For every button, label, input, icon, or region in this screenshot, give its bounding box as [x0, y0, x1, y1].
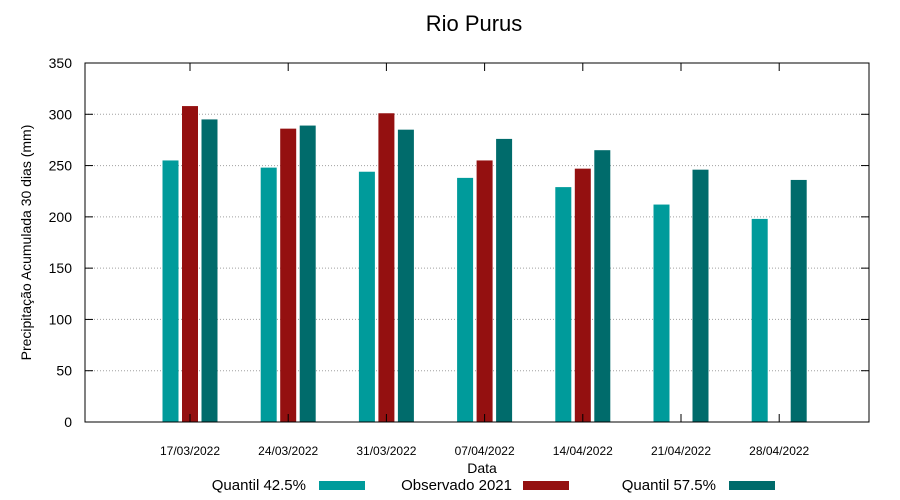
y-tick-label: 200	[49, 209, 73, 225]
x-tick-label: 17/03/2022	[160, 444, 220, 458]
bar	[358, 171, 375, 422]
legend-swatch	[523, 481, 569, 490]
y-axis-label: Precipitação Acumulada 30 dias (mm)	[18, 125, 34, 361]
x-tick-label: 14/04/2022	[553, 444, 613, 458]
y-tick-label: 50	[56, 363, 72, 379]
legend-label: Observado 2021	[401, 477, 512, 494]
bar	[457, 177, 474, 422]
bar	[280, 128, 297, 422]
bar	[397, 129, 414, 422]
x-tick-label: 21/04/2022	[651, 444, 711, 458]
legend-swatch	[729, 481, 775, 490]
bar	[496, 138, 513, 422]
bar	[182, 106, 198, 422]
y-tick-label: 150	[49, 260, 73, 276]
bar	[299, 125, 316, 422]
x-tick-label: 28/04/2022	[749, 444, 809, 458]
bar	[476, 160, 493, 422]
legend-label: Quantil 42.5%	[212, 477, 306, 494]
legend-swatch	[319, 481, 365, 490]
plot-frame	[84, 62, 870, 423]
y-tick-label: 250	[49, 158, 73, 174]
y-tick-label: 0	[64, 414, 72, 430]
bar	[201, 119, 218, 423]
bar	[653, 204, 670, 422]
bar	[790, 179, 807, 422]
y-tick-label: 300	[49, 106, 73, 122]
bar	[555, 187, 572, 422]
bar	[574, 168, 591, 422]
bars-layer	[162, 106, 807, 423]
y-tick-label: 100	[49, 311, 73, 327]
y-tick-label: 350	[49, 55, 73, 71]
x-tick-label: 07/04/2022	[455, 444, 515, 458]
legend-label: Quantil 57.5%	[622, 477, 716, 494]
x-axis-label: Data	[467, 460, 497, 476]
bar	[751, 218, 768, 422]
legend: Quantil 42.5% Observado 2021 Quantil 57.5%	[212, 477, 775, 494]
bar	[260, 167, 277, 422]
x-tick-label: 31/03/2022	[356, 444, 416, 458]
bar	[594, 150, 611, 422]
bar	[692, 169, 709, 422]
x-tick-label: 24/03/2022	[258, 444, 318, 458]
bar	[378, 113, 395, 422]
ticks-layer: 0 50 100 150 200 250 300 350 17/03/2022 24/03/202…	[49, 55, 869, 458]
chart-title: Rio Purus	[426, 11, 523, 36]
bar	[162, 160, 179, 422]
